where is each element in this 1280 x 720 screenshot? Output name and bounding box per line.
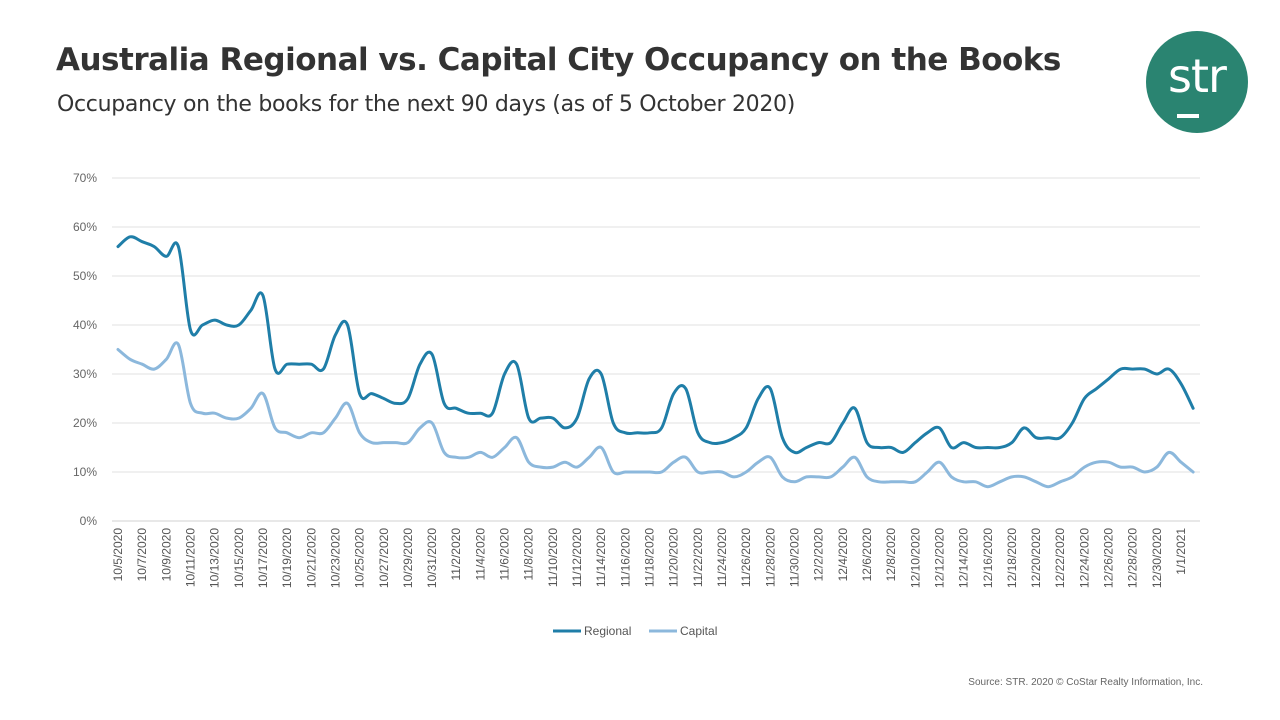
y-tick-label: 0% [80,514,98,528]
x-tick-label: 10/19/2020 [280,528,294,588]
x-tick-label: 12/14/2020 [957,528,971,588]
x-tick-label: 10/13/2020 [208,528,222,588]
x-tick-label: 1/1/2021 [1174,528,1188,575]
x-tick-label: 12/24/2020 [1077,528,1091,588]
x-tick-label: 10/5/2020 [111,528,125,582]
y-tick-label: 10% [73,465,97,479]
x-tick-label: 12/18/2020 [1005,528,1019,588]
x-tick-label: 12/4/2020 [836,528,850,582]
logo-underline [1177,114,1199,118]
x-tick-label: 12/30/2020 [1150,528,1164,588]
x-tick-label: 11/14/2020 [594,528,608,587]
str-logo: str [1146,31,1248,133]
source-note: Source: STR. 2020 © CoStar Realty Inform… [968,677,1203,688]
x-tick-label: 12/8/2020 [884,528,898,582]
chart-subtitle: Occupancy on the books for the next 90 d… [57,92,796,117]
x-tick-label: 11/22/2020 [691,528,705,587]
x-tick-label: 12/6/2020 [860,528,874,582]
legend-label-capital: Capital [680,624,717,638]
x-tick-label: 10/11/2020 [183,528,197,587]
x-tick-label: 12/16/2020 [981,528,995,588]
x-tick-label: 11/18/2020 [643,528,657,587]
x-tick-label: 11/20/2020 [667,528,681,587]
x-tick-label: 10/21/2020 [304,528,318,588]
logo-text: str [1168,49,1227,103]
x-tick-label: 12/26/2020 [1102,528,1116,588]
y-tick-label: 30% [73,367,97,381]
x-tick-label: 12/12/2020 [932,528,946,588]
x-tick-label: 12/22/2020 [1053,528,1067,588]
y-tick-label: 70% [73,171,97,185]
x-tick-label: 10/9/2020 [159,528,173,582]
x-tick-label: 11/4/2020 [473,528,487,581]
x-tick-label: 10/31/2020 [425,528,439,588]
x-tick-label: 12/10/2020 [908,528,922,588]
y-tick-label: 20% [73,416,97,430]
x-tick-label: 11/10/2020 [546,528,560,587]
x-tick-label: 11/24/2020 [715,528,729,587]
y-tick-label: 40% [73,318,97,332]
x-tick-label: 10/25/2020 [353,528,367,588]
x-tick-label: 12/20/2020 [1029,528,1043,588]
y-tick-label: 60% [73,220,97,234]
x-tick-label: 11/28/2020 [763,528,777,587]
x-tick-label: 10/27/2020 [377,528,391,588]
x-tick-label: 10/7/2020 [135,528,149,582]
y-tick-label: 50% [73,269,97,283]
x-tick-label: 11/16/2020 [618,528,632,587]
x-tick-label: 11/26/2020 [739,528,753,587]
series-line-regional [116,235,1195,455]
x-tick-label: 12/28/2020 [1126,528,1140,588]
chart-title: Australia Regional vs. Capital City Occu… [56,42,1061,78]
x-tick-label: 11/2/2020 [449,528,463,581]
x-tick-label: 12/2/2020 [812,528,826,582]
x-tick-label: 11/8/2020 [522,528,536,581]
series-line-capital [116,341,1195,489]
x-tick-label: 10/15/2020 [232,528,246,588]
x-tick-label: 11/12/2020 [570,528,584,587]
x-tick-label: 11/6/2020 [498,528,512,581]
legend-label-regional: Regional [584,624,631,638]
x-tick-label: 10/17/2020 [256,528,270,588]
x-tick-label: 11/30/2020 [787,528,801,587]
x-tick-label: 10/23/2020 [328,528,342,588]
x-tick-label: 10/29/2020 [401,528,415,588]
